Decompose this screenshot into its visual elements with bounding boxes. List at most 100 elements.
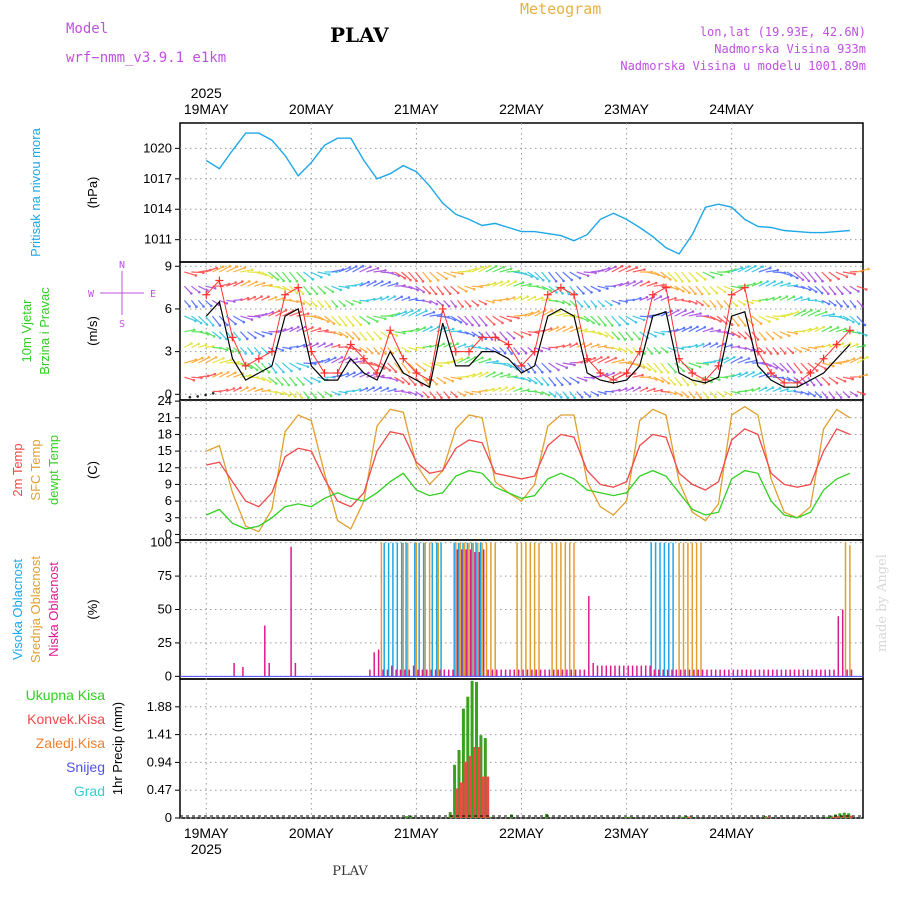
wind-arrow <box>695 362 708 365</box>
wind-arrow-head <box>735 304 738 308</box>
wind-arrow <box>660 296 669 301</box>
wind-arrow-head <box>194 274 198 277</box>
wind-arrow <box>352 282 363 287</box>
wind-arrow <box>366 331 374 340</box>
wind-arrow <box>254 271 267 276</box>
wind-arrow <box>338 266 350 273</box>
wind-arrow-head <box>400 295 404 299</box>
precip-bar <box>840 815 844 818</box>
wind-arrow-head <box>270 283 273 287</box>
wind-arrow-head <box>752 371 755 374</box>
wind-arrow <box>751 266 763 273</box>
model-label: Model <box>66 21 108 37</box>
wind-arrow <box>513 331 523 338</box>
wind-arrow <box>450 300 457 307</box>
wind-arrow-head <box>275 382 278 385</box>
wind-arrow-head <box>213 372 217 376</box>
wind-arrow <box>485 265 497 273</box>
wind-arrow-head <box>663 276 666 279</box>
wind-arrow-head <box>682 290 685 293</box>
wind-arrow-head <box>294 395 297 399</box>
wind-arrow <box>548 362 559 371</box>
wind-arrow-head <box>553 383 557 387</box>
wind-arrow <box>261 376 271 383</box>
wind-arrow <box>345 299 353 305</box>
precip-bar <box>838 813 842 818</box>
wind-arrow <box>401 346 409 352</box>
wind-arrow-head <box>556 326 559 329</box>
wind-arrow-head <box>566 396 569 400</box>
wind-arrow-head <box>207 356 211 359</box>
wind-arrow-head <box>639 297 642 300</box>
wind-arrow <box>576 271 589 277</box>
station-title: PLAV <box>330 23 389 47</box>
wind-arrow <box>751 315 762 325</box>
wind-arrow-head <box>221 265 225 269</box>
precip-bar <box>685 816 689 818</box>
wind-arrow-head <box>641 373 644 377</box>
wind-arrow-head <box>738 372 742 376</box>
wind-arrow-head <box>813 394 816 398</box>
wind-arrow <box>233 281 243 287</box>
wind-arrow-head <box>202 271 205 275</box>
side-label: Srednja Oblacnost <box>28 556 43 663</box>
wind-arrow <box>387 312 400 317</box>
y-axis-label-precipitation: 1hr Precip (mm) <box>110 702 125 795</box>
wind-arrow-head <box>814 280 817 283</box>
wind-arrow-head <box>594 271 597 275</box>
wind-arrow-head <box>281 349 285 352</box>
wind-arrow <box>821 285 829 295</box>
wind-arrow <box>443 299 450 307</box>
gust-marker <box>635 347 644 356</box>
wind-arrow <box>625 299 634 301</box>
wind-arrow-head <box>226 323 229 327</box>
wind-arrow-head <box>661 380 664 383</box>
wind-arrow-head <box>585 328 588 331</box>
wind-arrow <box>457 315 467 325</box>
wind-arrow-head <box>290 369 293 373</box>
wind-arrow-head <box>673 383 676 386</box>
x-tick-label-bottom: 20MAY <box>289 825 335 841</box>
wind-arrow <box>527 296 536 301</box>
wind-arrow-head <box>235 265 239 268</box>
wind-arrow-head <box>763 351 766 355</box>
wind-arrow-head <box>604 392 607 395</box>
wind-arrow-head <box>580 396 584 399</box>
wind-arrow <box>450 285 459 294</box>
wind-arrow-head <box>707 304 710 308</box>
wind-arrow <box>674 285 684 292</box>
wind-arrow <box>520 346 527 354</box>
side-label: Visoka Oblacnost <box>10 559 25 660</box>
wind-arrow-head <box>427 395 430 399</box>
wind-arrow-head <box>253 386 256 390</box>
wind-arrow <box>646 282 657 287</box>
wind-arrow <box>415 327 425 333</box>
wind-arrow-head <box>282 370 285 374</box>
wind-arrow-head <box>827 302 831 306</box>
wind-arrow <box>807 310 819 317</box>
wind-arrow <box>856 345 865 348</box>
wind-arrow-head <box>722 394 725 398</box>
wind-arrow <box>639 362 651 371</box>
wind-arrow <box>632 346 639 354</box>
wind-arrow-head <box>807 297 810 301</box>
wind-arrow-head <box>841 342 845 345</box>
wind-arrow <box>415 271 424 282</box>
wind-arrow-head <box>509 267 513 271</box>
wind-arrow-head <box>415 279 418 283</box>
wind-arrow-head <box>750 349 754 352</box>
wind-arrow-head <box>846 305 850 308</box>
wind-arrow-head <box>833 292 837 296</box>
y-axis-label-clouds: (%) <box>85 599 100 619</box>
wind-arrow <box>289 346 298 348</box>
y-axis-label-wind: (m/s) <box>85 316 100 346</box>
gust-marker <box>386 326 395 335</box>
wind-arrow <box>695 299 703 306</box>
wind-arrow-head <box>647 280 650 284</box>
wind-arrow <box>317 343 325 348</box>
wind-arrow <box>562 326 572 333</box>
wind-arrow <box>205 331 215 337</box>
wind-arrow <box>359 315 370 324</box>
wind-arrow-head <box>605 334 608 338</box>
wind-arrow-head <box>202 305 205 308</box>
